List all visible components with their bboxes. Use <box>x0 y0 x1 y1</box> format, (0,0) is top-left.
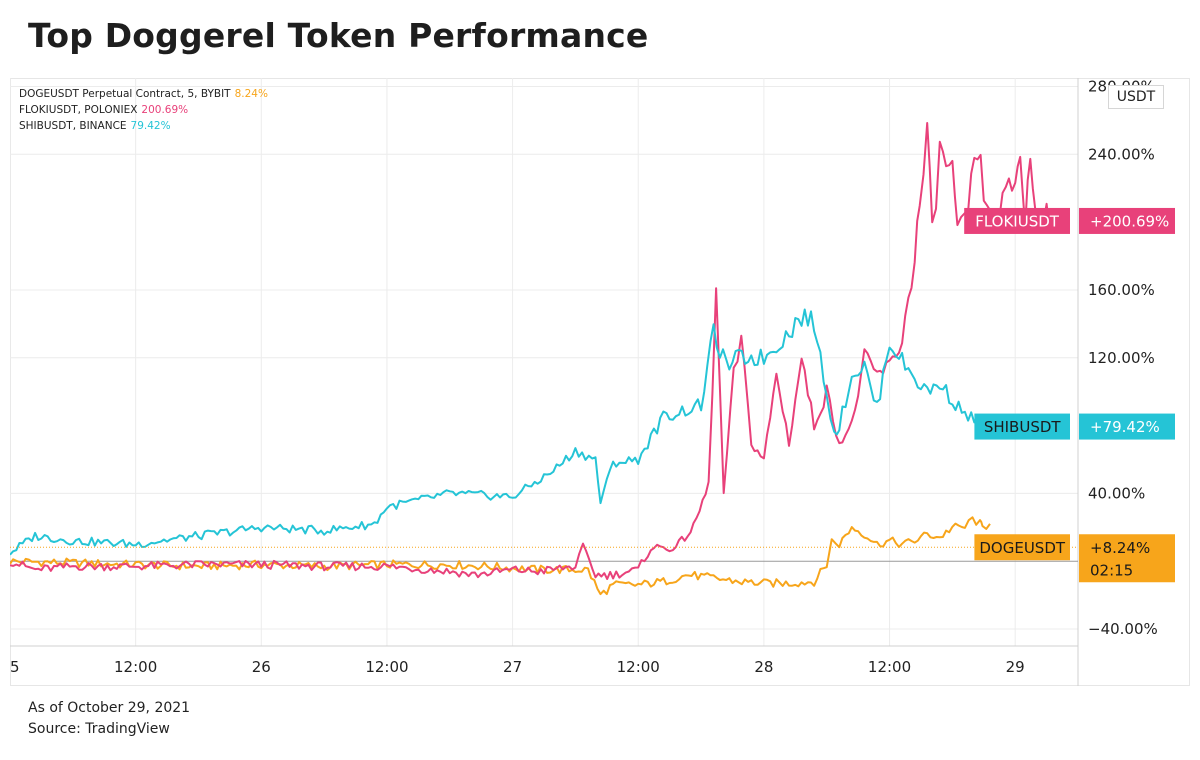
legend-item-shib[interactable]: SHIBUSDT, BINANCE 79.42% <box>19 118 268 134</box>
series-name-label: DOGEUSDT <box>979 539 1066 557</box>
y-tick-label: 160.00% <box>1088 281 1155 299</box>
chart-title: Top Doggerel Token Performance <box>28 16 649 55</box>
y-tick-label: −40.00% <box>1088 620 1158 638</box>
series-name-label: FLOKIUSDT <box>975 212 1060 230</box>
series-name-tag <box>974 413 1070 440</box>
legend-item-doge[interactable]: DOGEUSDT Perpetual Contract, 5, BYBIT 8.2… <box>19 86 268 102</box>
series-line-flokiusdt[interactable] <box>10 122 1054 580</box>
chart-area[interactable]: −40.00%40.00%120.00%160.00%240.00%280.00… <box>10 78 1190 686</box>
series-name-label: SHIBUSDT <box>984 418 1062 436</box>
bar-countdown: 02:15 <box>1090 561 1133 579</box>
series-name-tag <box>974 534 1070 561</box>
currency-badge[interactable]: USDT <box>1108 85 1164 109</box>
x-tick-label: 5 <box>10 658 20 676</box>
series-value-label: +8.24% <box>1090 539 1150 557</box>
series-name-tag <box>964 207 1070 234</box>
x-tick-label: 12:00 <box>617 658 660 676</box>
x-tick-label: 26 <box>252 658 271 676</box>
series-value-label: +79.42% <box>1090 418 1160 436</box>
x-tick-label: 27 <box>503 658 522 676</box>
legend-value: 8.24% <box>234 88 268 100</box>
series-line-dogeusdt[interactable] <box>10 516 991 596</box>
legend-label: FLOKIUSDT, POLONIEX <box>19 104 138 116</box>
legend-label: SHIBUSDT, BINANCE <box>19 120 127 132</box>
legend-label: DOGEUSDT Perpetual Contract, 5, BYBIT <box>19 88 231 100</box>
x-tick-label: 12:00 <box>365 658 408 676</box>
x-tick-label: 29 <box>1006 658 1025 676</box>
x-tick-label: 12:00 <box>868 658 911 676</box>
y-tick-label: 120.00% <box>1088 349 1155 367</box>
price-chart[interactable]: −40.00%40.00%120.00%160.00%240.00%280.00… <box>10 78 1190 686</box>
legend-value: 79.42% <box>130 120 171 132</box>
legend-value: 200.69% <box>141 104 189 116</box>
series-value-label: +200.69% <box>1090 212 1169 230</box>
y-tick-label: 240.00% <box>1088 145 1155 163</box>
y-tick-label: 40.00% <box>1088 484 1145 502</box>
footer: As of October 29, 2021 Source: TradingVi… <box>28 698 190 740</box>
series-line-shibusdt[interactable] <box>10 308 1054 556</box>
series-value-tag <box>1079 534 1175 583</box>
as-of-date: As of October 29, 2021 <box>28 700 191 716</box>
x-tick-label: 12:00 <box>114 658 157 676</box>
x-tick-label: 28 <box>754 658 773 676</box>
legend-item-floki[interactable]: FLOKIUSDT, POLONIEX 200.69% <box>19 102 268 118</box>
series-value-tag <box>1079 207 1175 234</box>
source-note: Source: TradingView <box>28 721 170 737</box>
series-value-tag <box>1079 413 1175 440</box>
legend: DOGEUSDT Perpetual Contract, 5, BYBIT 8.2… <box>19 86 268 134</box>
